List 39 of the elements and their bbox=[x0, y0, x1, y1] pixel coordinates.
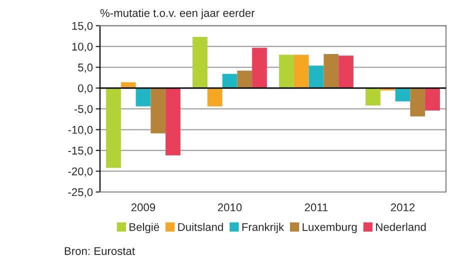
bar bbox=[106, 88, 121, 168]
y-tick-label: -10,0 bbox=[68, 126, 93, 136]
bar bbox=[366, 88, 380, 106]
bar bbox=[308, 66, 324, 88]
x-tick-label: 2012 bbox=[390, 203, 415, 212]
y-tick-label: 5,0 bbox=[78, 64, 93, 73]
y-tick-label: 0,0 bbox=[78, 84, 93, 94]
bar bbox=[166, 88, 180, 156]
bar bbox=[252, 48, 267, 88]
y-tick-label: -25,0 bbox=[68, 188, 93, 198]
bar bbox=[338, 56, 354, 88]
legend-label: Duitsland bbox=[178, 222, 223, 231]
x-tick-label: 2011 bbox=[304, 203, 328, 212]
x-tick-label: 2010 bbox=[218, 203, 242, 212]
bar bbox=[120, 82, 136, 88]
y-tick-label: -5,0 bbox=[74, 105, 93, 114]
y-axis-title: %-mutatie t.o.v. een jaar eerder bbox=[100, 8, 255, 20]
bar bbox=[150, 88, 166, 134]
y-tick-label: -15,0 bbox=[68, 146, 93, 156]
bar bbox=[395, 88, 410, 102]
legend-label: Nederland bbox=[376, 222, 426, 231]
bar bbox=[192, 36, 208, 88]
legend-label: Luxemburg bbox=[302, 222, 357, 234]
bar bbox=[294, 54, 309, 88]
legend-label: België bbox=[130, 222, 160, 234]
y-tick-label: 15,0 bbox=[72, 22, 93, 32]
bar bbox=[237, 70, 252, 88]
bar bbox=[410, 88, 426, 116]
y-tick-label: -20,0 bbox=[68, 167, 93, 177]
legend-label: Frankrijk bbox=[242, 222, 284, 234]
bar bbox=[136, 88, 151, 106]
y-tick-label: 10,0 bbox=[72, 42, 93, 52]
text: Bron: Eurostat bbox=[64, 247, 135, 255]
bar bbox=[279, 54, 294, 88]
bar bbox=[207, 88, 222, 106]
bar bbox=[324, 54, 339, 88]
bar bbox=[222, 74, 238, 88]
x-tick-label: 2009 bbox=[131, 203, 156, 212]
bar bbox=[425, 88, 440, 111]
